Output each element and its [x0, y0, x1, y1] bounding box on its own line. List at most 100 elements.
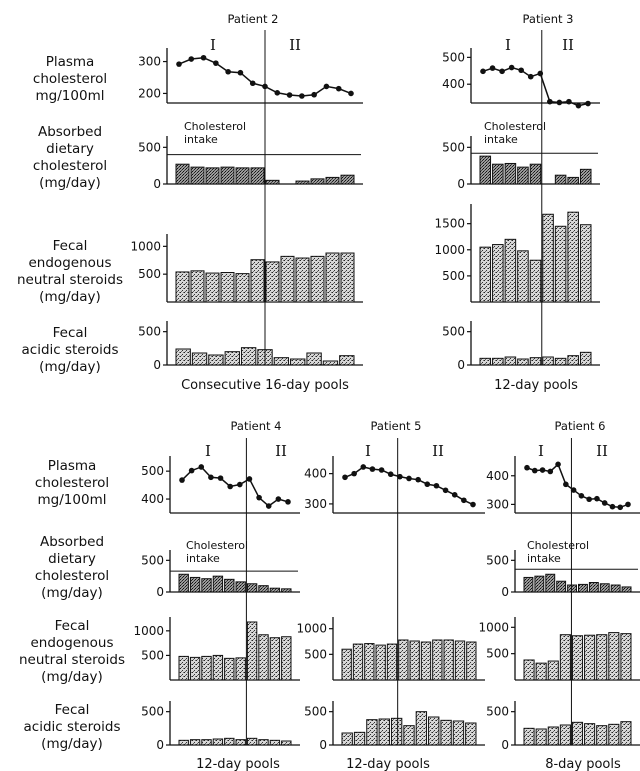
fecal_acidic-bar	[322, 360, 339, 366]
plasma-point	[378, 467, 385, 473]
phase-label-II: II	[562, 36, 574, 54]
fecal_neutral-bar	[386, 643, 398, 681]
y-tick-label: 1000	[478, 620, 509, 634]
plasma-point	[586, 496, 592, 503]
plasma-point	[227, 483, 233, 490]
plasma-point	[601, 500, 608, 506]
fecal_neutral-bar	[375, 644, 386, 681]
absorbed-bar	[621, 586, 632, 593]
fecal_acidic-bar	[523, 727, 535, 746]
absorbed-bar	[212, 575, 224, 593]
y-tick-label: 0	[156, 585, 164, 599]
absorbed-bar	[190, 166, 205, 185]
label-absorbed-b4: (mg/day)	[41, 585, 103, 601]
intake-label: intake	[484, 133, 518, 146]
fecal_acidic-bar	[224, 351, 240, 366]
fecal_neutral-bar	[547, 660, 559, 681]
fecal_acidic-bar	[390, 717, 403, 746]
plasma-point	[566, 98, 572, 105]
fecal_acidic-bar	[529, 357, 542, 366]
fecal_neutral-bar	[224, 657, 235, 681]
y-tick-label: 1000	[434, 243, 465, 257]
plasma-point	[246, 476, 253, 482]
fecal_neutral-subplot: 500 1000 1500	[434, 204, 600, 303]
fecal_neutral-bar	[178, 655, 189, 681]
plasma-point	[470, 501, 476, 508]
y-tick-label: 400	[304, 467, 327, 481]
absorbed-bar	[523, 576, 534, 593]
plasma-point	[397, 473, 403, 480]
label-plasma-b3: mg/100ml	[38, 492, 107, 508]
fecal_neutral-bar	[432, 639, 443, 681]
plasma-subplot: 200 300	[138, 48, 363, 104]
fecal_acidic-bar	[175, 348, 191, 366]
label-absorbed-b1: Absorbed	[40, 534, 104, 550]
fecal_acidic-bar	[235, 739, 246, 746]
plasma-point	[286, 92, 293, 98]
plasma-point	[524, 464, 530, 471]
label-acidic-b2: acidic steroids	[24, 719, 121, 735]
absorbed-bar	[610, 584, 621, 593]
label-plasma-b1: Plasma	[48, 458, 97, 474]
label-neutral-b1: Fecal	[55, 618, 90, 634]
fecal_acidic-bar	[547, 726, 559, 746]
label-absorbed-b3: cholesterol	[35, 568, 109, 584]
plasma-point	[188, 56, 195, 62]
fecal_neutral-bar	[235, 273, 250, 303]
plasma-point	[433, 482, 440, 489]
fecal_neutral-bar	[235, 657, 246, 681]
fecal_neutral-bar	[443, 639, 454, 681]
plasma-point	[570, 487, 577, 493]
absorbed-bar	[534, 575, 545, 593]
plasma-point	[499, 68, 505, 75]
fecal_acidic-subplot: 0 500	[141, 701, 300, 752]
fecal_acidic-bar	[208, 354, 224, 366]
fecal_neutral-bar	[504, 238, 517, 303]
y-tick-label: 500	[138, 267, 161, 281]
plasma-point	[323, 83, 330, 90]
plasma-point	[237, 69, 244, 76]
plasma-point	[213, 60, 219, 66]
plasma-point	[539, 467, 546, 473]
plasma-subplot: 400 500	[141, 456, 300, 514]
fecal_neutral-bar	[175, 271, 190, 303]
plasma-point	[547, 468, 554, 475]
fecal_neutral-bar	[567, 211, 579, 303]
intake-label: intake	[184, 133, 218, 146]
plasma-point	[274, 90, 281, 96]
plasma-point	[256, 494, 262, 501]
y-tick-label: 500	[141, 553, 164, 567]
plasma-point	[348, 90, 354, 97]
absorbed-bar	[492, 163, 504, 185]
fecal_acidic-subplot: 0 500	[442, 321, 600, 372]
absorbed-bar	[250, 167, 265, 185]
fecal_acidic-bar	[281, 740, 292, 746]
fecal_acidic-bar	[212, 738, 224, 746]
absorbed-bar	[554, 174, 567, 185]
y-tick-label: 500	[304, 705, 327, 719]
absorbed-bar	[258, 585, 269, 593]
fecal_neutral-bar	[220, 272, 235, 303]
fecal_neutral-bar	[571, 635, 584, 681]
label-neutral-3: neutral steroids	[17, 272, 123, 288]
fecal_acidic-bar	[258, 739, 269, 746]
y-tick-label: 500	[141, 648, 164, 662]
fecal_neutral-bar	[280, 255, 295, 303]
fecal_acidic-bar	[440, 719, 452, 746]
label-neutral-b2: endogenous	[31, 635, 114, 651]
plasma-subplot: 400 500	[442, 48, 600, 109]
label-neutral-2: endogenous	[29, 255, 112, 271]
fecal_acidic-subplot: 0 500	[138, 321, 363, 372]
fecal_neutral-bar	[340, 252, 355, 303]
intake-label: Cholesterol	[484, 120, 546, 133]
fecal_neutral-bar	[620, 633, 632, 681]
y-tick-label: 0	[156, 738, 164, 752]
fecal_acidic-bar	[378, 718, 390, 746]
fecal_neutral-bar	[466, 641, 477, 681]
label-absorbed-1: Absorbed	[38, 124, 102, 140]
label-neutral-b4: (mg/day)	[41, 669, 103, 685]
panel-title: Patient 4	[230, 419, 281, 433]
